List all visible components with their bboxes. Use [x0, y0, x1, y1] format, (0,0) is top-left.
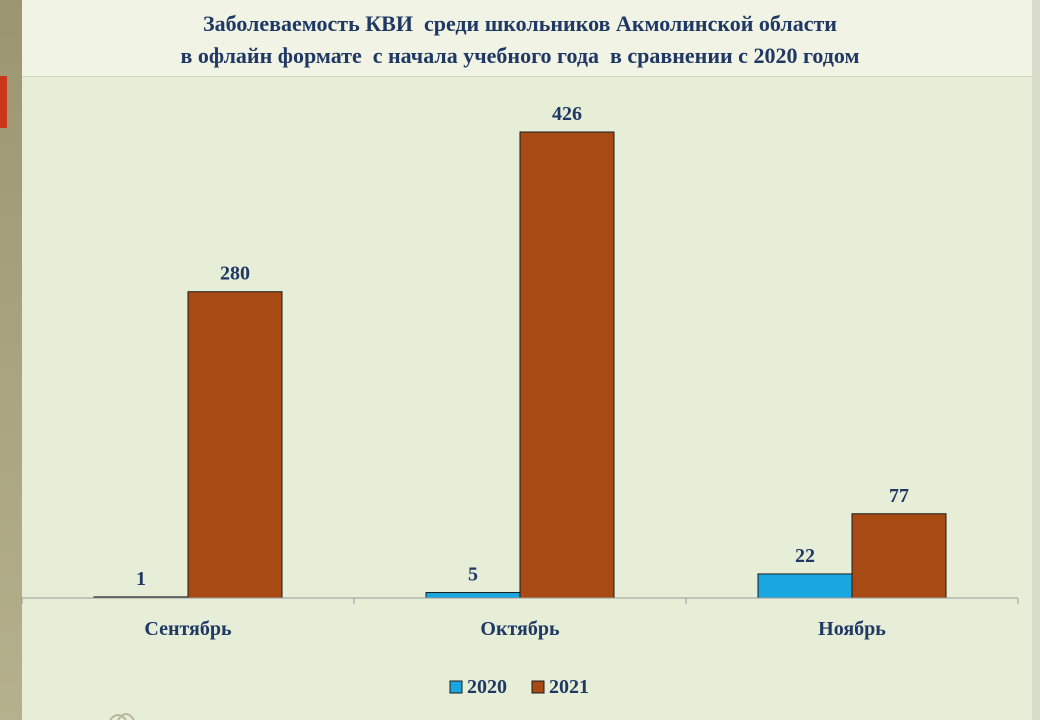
data-label-2021-2: 77 [889, 485, 909, 507]
bar-2021-2 [851, 513, 947, 599]
red-accent-bar [0, 76, 7, 128]
data-label-2020-2: 22 [795, 545, 815, 567]
data-label-2020-1: 5 [468, 564, 478, 586]
decorative-swirl [109, 713, 135, 720]
category-label-2: Ноябрь [818, 618, 886, 640]
legend-label-2021: 2021 [549, 676, 589, 698]
legend-swatch-2020 [449, 680, 463, 694]
bar-2021-0 [187, 291, 283, 599]
legend-swatch-2021 [531, 680, 545, 694]
category-label-1: Октябрь [480, 618, 560, 640]
data-label-2021-0: 280 [220, 263, 250, 285]
chart-title: Заболеваемость КВИ среди школьников Акмо… [60, 8, 980, 72]
bar-2020-1 [425, 592, 521, 599]
chart-title-line-2: в офлайн формате с начала учебного года … [180, 43, 860, 68]
left-decorative-strip [0, 0, 22, 720]
category-label-0: Сентябрь [144, 618, 232, 640]
legend-label-2020: 2020 [467, 676, 507, 698]
data-label-2021-1: 426 [552, 103, 582, 125]
bar-2020-2 [757, 573, 853, 599]
bar-2021-1 [519, 131, 615, 599]
right-decorative-strip [1032, 0, 1040, 720]
chart-title-line-1: Заболеваемость КВИ среди школьников Акмо… [203, 11, 837, 36]
data-label-2020-0: 1 [136, 568, 146, 590]
